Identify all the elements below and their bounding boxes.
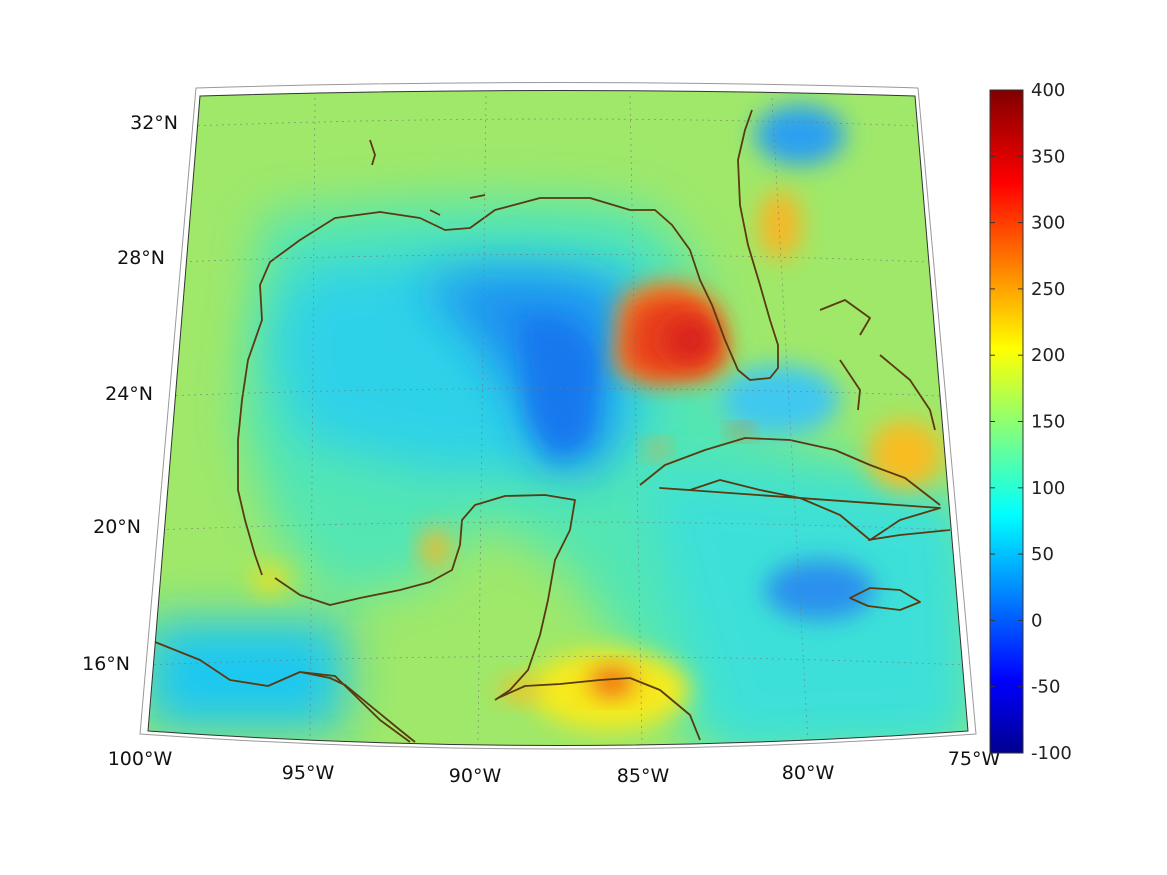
high-bahamas-east: [867, 420, 943, 490]
low-caribbean: [765, 560, 875, 620]
lat-label-32: 32°N: [130, 112, 178, 134]
colorbar-tick-label: 150: [1031, 412, 1065, 433]
lat-label-20: 20°N: [93, 516, 141, 538]
colorbar-tick-label: 400: [1031, 80, 1065, 101]
colorbar-tick-label: 0: [1031, 610, 1042, 631]
colorbar-ticks: 400 350 300 250 200 150 100 50 0 -50 -100: [990, 80, 1072, 764]
data-field: [148, 90, 968, 746]
colorbar-tick-label: 100: [1031, 478, 1065, 499]
colorbar-tick-label: 200: [1031, 345, 1065, 366]
lon-label-100: 100°W: [108, 748, 173, 770]
colorbar-tick-label: 300: [1031, 213, 1065, 234]
colorbar: 400 350 300 250 200 150 100 50 0 -50 -100: [989, 80, 1072, 764]
lon-label-80: 80°W: [782, 762, 835, 784]
lat-label-16: 16°N: [82, 653, 130, 675]
high-bay-campeche: [421, 528, 449, 568]
central-america-coastline: [497, 677, 701, 741]
colorbar-tick-label: 250: [1031, 279, 1065, 300]
lon-label-95: 95°W: [282, 762, 335, 784]
low-north-atlantic: [755, 105, 845, 165]
lat-label-28: 28°N: [117, 247, 165, 269]
lon-label-75: 75°W: [948, 748, 1001, 770]
coastlines: [154, 109, 951, 743]
lat-labels: 32°N 28°N 24°N 20°N 16°N: [82, 112, 178, 675]
colorbar-tick-label: 50: [1031, 544, 1054, 565]
high-honduras: [590, 668, 634, 696]
lat-label-24: 24°N: [105, 383, 153, 405]
jamaica-coastline: [849, 587, 921, 611]
colorbar-tick-label: -50: [1031, 677, 1060, 698]
cuba-coastline: [639, 437, 941, 541]
colorbar-gradient: [989, 89, 1024, 754]
map-frame: [139, 82, 977, 750]
gulf-coastline: [154, 109, 779, 743]
colorbar-tick-label: -100: [1031, 743, 1072, 764]
lon-label-90: 90°W: [449, 765, 502, 787]
colorbar-tick-label: 350: [1031, 146, 1065, 167]
graticule: [148, 95, 966, 746]
lon-label-85: 85°W: [617, 765, 670, 787]
lon-labels: 100°W 95°W 90°W 85°W 80°W 75°W: [108, 748, 1001, 787]
high-east-florida: [758, 190, 802, 260]
